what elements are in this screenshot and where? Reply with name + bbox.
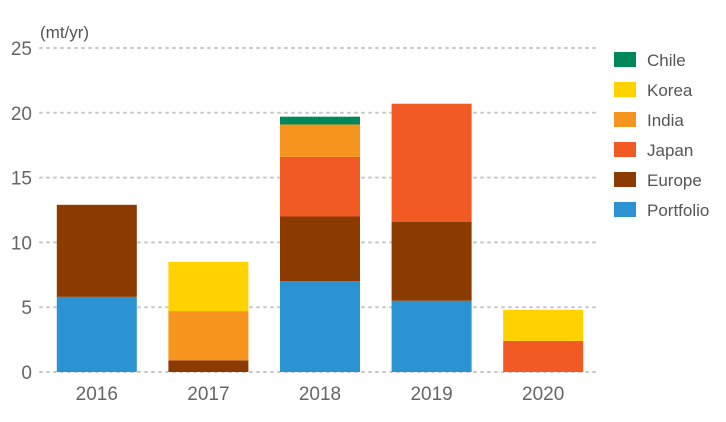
legend-item-japan: Japan (614, 141, 693, 160)
legend-swatch-portfolio (614, 202, 636, 217)
x-tick-label: 2016 (76, 384, 118, 405)
y-axis-ticks: 0 5 10 15 20 25 (11, 39, 32, 384)
bar-2019-portfolio (391, 300, 472, 372)
legend-swatch-korea (614, 82, 636, 97)
legend-item-chile: Chile (614, 51, 686, 70)
y-tick-label: 0 (21, 363, 32, 384)
bar-2018-japan (280, 156, 360, 217)
x-tick-label: 2019 (410, 384, 452, 405)
bars (56, 103, 584, 372)
y-tick-label: 15 (11, 169, 32, 190)
bar-2020-korea (503, 309, 584, 341)
legend-item-korea: Korea (614, 81, 693, 100)
x-axis-ticks: 2016 2017 2018 2019 2020 (76, 384, 565, 405)
legend-swatch-japan (614, 142, 636, 157)
bar-2018-portfolio (280, 281, 360, 372)
bar-2017-europe (168, 360, 249, 372)
legend-label: Portfolio (647, 201, 709, 220)
legend-label: Europe (647, 171, 702, 190)
x-tick-label: 2020 (522, 384, 564, 405)
bar-2017-india (168, 311, 249, 361)
bar-2016-europe (56, 204, 137, 297)
legend-item-europe: Europe (614, 171, 702, 190)
bar-2020-japan (503, 340, 584, 372)
legend-swatch-chile (614, 52, 636, 67)
legend-swatch-india (614, 112, 636, 127)
y-tick-label: 10 (11, 233, 32, 254)
unit-label: (mt/yr) (40, 23, 89, 42)
legend-item-india: India (614, 111, 684, 130)
bar-2018-india (280, 124, 360, 157)
legend-label: India (647, 111, 684, 130)
bar-2019-japan (391, 103, 472, 222)
legend: Chile Korea India Japan Europe Portfolio (614, 51, 709, 220)
legend-swatch-europe (614, 172, 636, 187)
legend-item-portfolio: Portfolio (614, 201, 709, 220)
x-tick-label: 2018 (299, 384, 341, 405)
bar-2017-korea (168, 261, 249, 312)
legend-label: Japan (647, 141, 693, 160)
x-tick-label: 2017 (187, 384, 229, 405)
bar-2019-europe (391, 221, 472, 301)
y-tick-label: 20 (11, 104, 32, 125)
bar-2016-portfolio (56, 296, 137, 372)
legend-label: Chile (647, 51, 686, 70)
bar-2018-chile (280, 116, 360, 125)
y-tick-label: 5 (21, 298, 32, 319)
legend-label: Korea (647, 81, 693, 100)
y-tick-label: 25 (11, 39, 32, 60)
bar-2018-europe (280, 216, 360, 282)
